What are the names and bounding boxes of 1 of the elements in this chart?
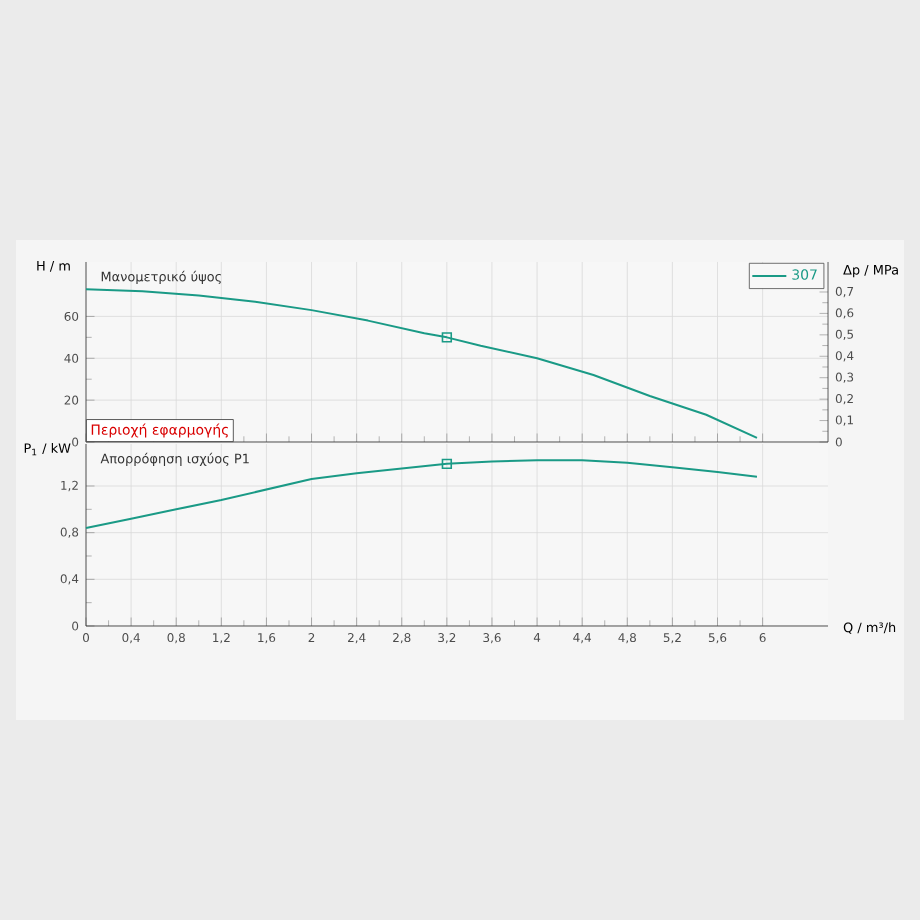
line-series [85, 288, 758, 439]
